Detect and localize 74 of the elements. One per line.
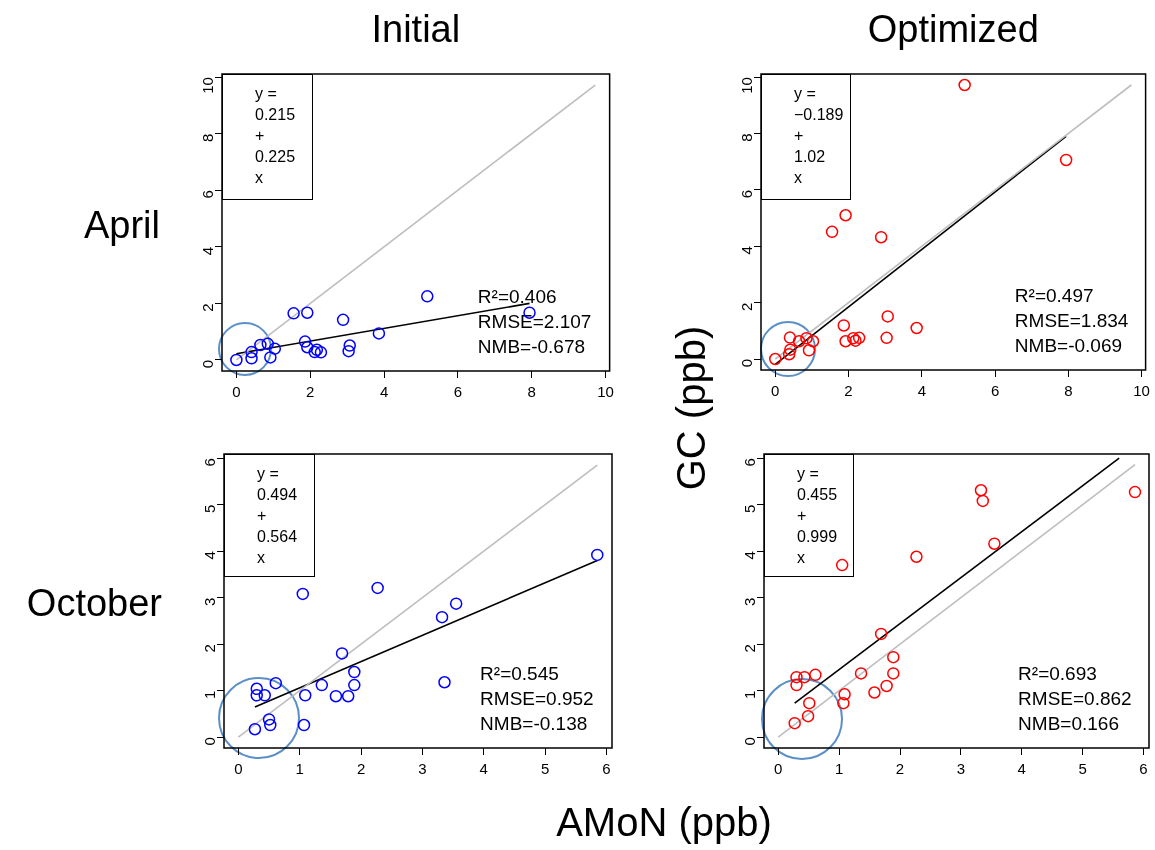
y-tick-label: 5 bbox=[201, 504, 219, 514]
y-axis-title: GC (ppb) bbox=[668, 325, 714, 491]
y-tick-label: 1 bbox=[201, 690, 219, 699]
x-tick-label: 6 bbox=[990, 382, 1000, 400]
x-tick-label: 4 bbox=[1017, 760, 1026, 778]
x-tick-label: 6 bbox=[1139, 760, 1148, 778]
x-tick-label: 2 bbox=[895, 760, 905, 778]
y-tick-label: 0 bbox=[199, 359, 217, 369]
annotation: R²=0.497 bbox=[1014, 284, 1094, 308]
y-tick-label: 2 bbox=[741, 644, 759, 653]
x-tick-label: 10 bbox=[597, 383, 614, 401]
y-tick-label: 8 bbox=[199, 133, 217, 143]
x-tick-label: 0 bbox=[774, 760, 783, 778]
annotation: RMSE=0.952 bbox=[480, 687, 594, 711]
annotation: RMSE=0.862 bbox=[1018, 687, 1132, 711]
y-tick-label: 0 bbox=[201, 737, 219, 746]
x-tick-label: 5 bbox=[540, 760, 550, 778]
x-tick-label: 1 bbox=[295, 760, 304, 778]
y-tick-label: 3 bbox=[741, 597, 759, 606]
x-tick-label: 3 bbox=[418, 760, 427, 778]
annotation: y = 0.494 + 0.564 x bbox=[257, 464, 299, 568]
y-tick-label: 2 bbox=[738, 302, 756, 311]
x-tick-label: 4 bbox=[479, 760, 488, 778]
x-tick-label: 10 bbox=[1133, 382, 1150, 400]
annotation: R²=0.693 bbox=[1018, 662, 1097, 686]
x-tick-label: 8 bbox=[527, 383, 536, 401]
y-tick-label: 8 bbox=[738, 133, 756, 142]
annotation: R²=0.545 bbox=[480, 662, 559, 686]
annotation: NMB=-0.069 bbox=[1014, 334, 1123, 358]
y-tick-label: 4 bbox=[199, 246, 217, 256]
y-tick-label: 4 bbox=[738, 246, 756, 255]
y-tick-label: 0 bbox=[741, 737, 759, 746]
x-tick-label: 2 bbox=[306, 383, 315, 401]
y-tick-label: 2 bbox=[199, 303, 217, 312]
y-tick-label: 5 bbox=[741, 504, 759, 514]
x-tick-label: 2 bbox=[356, 760, 366, 778]
y-tick-label: 4 bbox=[201, 551, 219, 560]
annotation: NMB=-0.678 bbox=[477, 335, 586, 359]
x-tick-label: 2 bbox=[844, 382, 853, 400]
y-tick-label: 6 bbox=[199, 190, 217, 199]
x-tick-label: 4 bbox=[379, 383, 389, 401]
x-tick-label: 4 bbox=[917, 382, 926, 400]
chart-title: Initial bbox=[371, 8, 461, 51]
annotation: NMB=-0.138 bbox=[480, 712, 588, 736]
y-tick-label: 6 bbox=[741, 458, 759, 467]
y-tick-label: 10 bbox=[199, 77, 217, 94]
annotation: y = 0.455 + 0.999 x bbox=[797, 464, 839, 568]
y-axis-title: April bbox=[83, 203, 160, 246]
x-tick-label: 6 bbox=[453, 383, 463, 401]
x-tick-label: 6 bbox=[602, 760, 611, 778]
x-tick-label: 3 bbox=[956, 760, 966, 778]
y-tick-label: 2 bbox=[201, 644, 219, 653]
annotation: RMSE=1.834 bbox=[1014, 309, 1129, 333]
annotation: R²=0.406 bbox=[477, 285, 557, 309]
x-axis-title: AMoN (ppb) bbox=[556, 800, 772, 845]
chart-title: Optimized bbox=[867, 8, 1039, 51]
y-tick-label: 6 bbox=[201, 458, 219, 467]
x-tick-label: 5 bbox=[1078, 760, 1087, 778]
y-tick-label: 3 bbox=[201, 597, 219, 606]
y-tick-label: 4 bbox=[741, 551, 759, 560]
x-tick-label: 0 bbox=[232, 383, 241, 401]
annotation: NMB=0.166 bbox=[1018, 712, 1119, 736]
y-tick-label: 10 bbox=[738, 77, 756, 94]
x-tick-label: 8 bbox=[1064, 382, 1073, 400]
y-tick-label: 0 bbox=[738, 359, 756, 368]
y-tick-label: 6 bbox=[738, 189, 756, 199]
annotation: y = 0.215 + 0.225 x bbox=[255, 84, 297, 188]
x-tick-label: 0 bbox=[771, 382, 780, 400]
y-axis-title: October bbox=[26, 581, 162, 625]
x-tick-label: 1 bbox=[834, 760, 844, 778]
x-tick-label: 0 bbox=[234, 760, 243, 778]
annotation: RMSE=2.107 bbox=[477, 310, 592, 334]
y-tick-label: 1 bbox=[741, 690, 759, 699]
annotation: y = −0.189 + 1.02 x bbox=[794, 84, 845, 188]
